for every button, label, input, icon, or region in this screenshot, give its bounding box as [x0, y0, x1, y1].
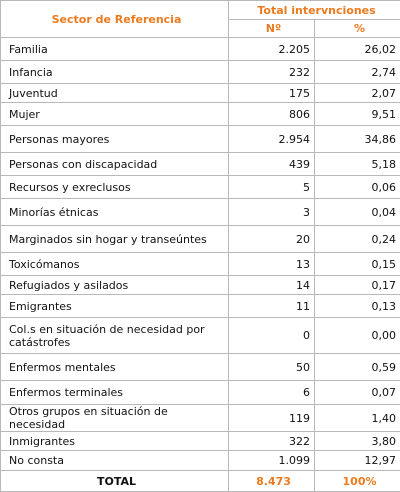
- row-label: No consta: [1, 451, 229, 471]
- row-label: Recursos y exreclusos: [1, 176, 229, 199]
- row-label: Minorías étnicas: [1, 199, 229, 226]
- sector-header: Sector de Referencia: [1, 1, 229, 38]
- row-label: Infancia: [1, 61, 229, 84]
- row-count: 322: [229, 432, 315, 451]
- row-percent: 0,17: [315, 276, 400, 295]
- row-percent: 1,40: [315, 405, 400, 432]
- row-label: Refugiados y asilados: [1, 276, 229, 295]
- row-count: 0: [229, 318, 315, 354]
- row-percent: 2,74: [315, 61, 400, 84]
- row-label: Familia: [1, 38, 229, 61]
- row-label: Juventud: [1, 84, 229, 103]
- total-label: TOTAL: [1, 471, 229, 492]
- row-count: 14: [229, 276, 315, 295]
- row-label: Personas mayores: [1, 126, 229, 153]
- row-count: 119: [229, 405, 315, 432]
- row-percent: 0,59: [315, 354, 400, 381]
- total-percent: 100%: [315, 471, 400, 492]
- row-label: Marginados sin hogar y transeúntes: [1, 226, 229, 253]
- row-count: 232: [229, 61, 315, 84]
- row-count: 439: [229, 153, 315, 176]
- row-count: 50: [229, 354, 315, 381]
- row-label: Enfermos mentales: [1, 354, 229, 381]
- total-interventions-header: Total intervnciones: [229, 1, 400, 20]
- row-percent: 12,97: [315, 451, 400, 471]
- row-label: Personas con discapacidad: [1, 153, 229, 176]
- row-count: 6: [229, 381, 315, 405]
- row-count: 3: [229, 199, 315, 226]
- row-count: 2.954: [229, 126, 315, 153]
- row-label: Otros grupos en situación de necesidad: [1, 405, 229, 432]
- row-label: Emigrantes: [1, 295, 229, 318]
- row-count: 1.099: [229, 451, 315, 471]
- percent-header: %: [315, 20, 400, 38]
- row-percent: 34,86: [315, 126, 400, 153]
- row-percent: 2,07: [315, 84, 400, 103]
- row-percent: 0,24: [315, 226, 400, 253]
- total-count: 8.473: [229, 471, 315, 492]
- row-percent: 0,00: [315, 318, 400, 354]
- row-percent: 3,80: [315, 432, 400, 451]
- row-percent: 9,51: [315, 103, 400, 126]
- row-count: 20: [229, 226, 315, 253]
- table-row: Col.s en situación de necesidad por catá…: [1, 318, 400, 354]
- row-label: Toxicómanos: [1, 253, 229, 276]
- row-label: Enfermos terminales: [1, 381, 229, 405]
- row-percent: 0,06: [315, 176, 400, 199]
- row-label: Inmigrantes: [1, 432, 229, 451]
- row-count: 2.205: [229, 38, 315, 61]
- row-label: Col.s en situación de necesidad por catá…: [1, 318, 229, 354]
- row-label: Mujer: [1, 103, 229, 126]
- row-percent: 0,15: [315, 253, 400, 276]
- row-percent: 26,02: [315, 38, 400, 61]
- row-count: 5: [229, 176, 315, 199]
- row-percent: 5,18: [315, 153, 400, 176]
- count-header: Nº: [229, 20, 315, 38]
- row-percent: 0,13: [315, 295, 400, 318]
- row-count: 175: [229, 84, 315, 103]
- row-count: 806: [229, 103, 315, 126]
- row-percent: 0,07: [315, 381, 400, 405]
- row-percent: 0,04: [315, 199, 400, 226]
- row-count: 11: [229, 295, 315, 318]
- row-count: 13: [229, 253, 315, 276]
